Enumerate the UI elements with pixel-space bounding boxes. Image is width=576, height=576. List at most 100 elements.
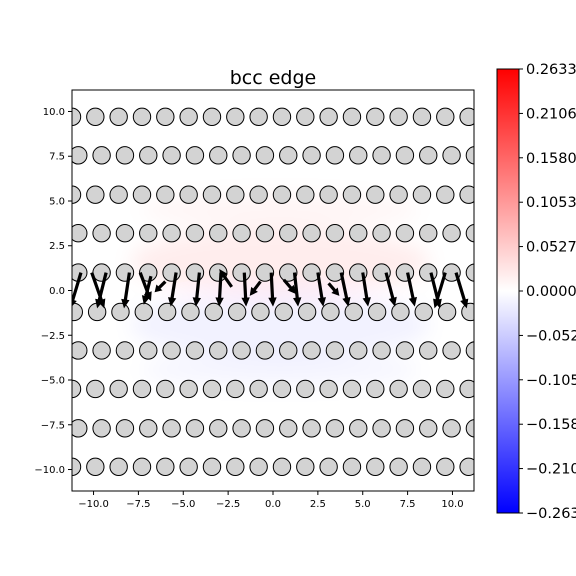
atom-marker: [255, 146, 275, 165]
atom-marker: [325, 419, 345, 438]
atom-marker: [296, 185, 315, 204]
atom-marker: [465, 263, 474, 282]
colorbar-tick-label: −0.2633: [526, 506, 576, 522]
atom-marker: [296, 107, 315, 127]
atom-marker: [412, 107, 432, 127]
atom-marker: [319, 107, 338, 127]
displacement-arrow: [241, 272, 250, 307]
atom-marker: [272, 107, 292, 127]
chart-title: bcc edge: [230, 67, 317, 89]
atom-marker: [139, 419, 158, 438]
displacement-arrow: [72, 272, 83, 307]
atom-marker: [366, 107, 385, 127]
atom-marker: [86, 379, 105, 399]
colorbar-tick-label: 0.2633: [526, 62, 576, 78]
atom-marker: [366, 379, 385, 399]
atom-marker: [157, 302, 177, 322]
atom-marker: [319, 185, 338, 204]
atom-marker: [372, 341, 391, 360]
atom-marker: [414, 302, 433, 322]
atom-marker: [232, 263, 251, 282]
displacement-arrow: [90, 272, 106, 309]
atom-marker: [111, 302, 130, 322]
atom-marker: [86, 185, 105, 204]
atom-marker: [395, 146, 415, 165]
y-tick-label: 5.0: [49, 196, 65, 207]
atom-marker: [232, 146, 251, 165]
y-tick-label: 2.5: [49, 241, 65, 252]
atom-marker: [342, 185, 362, 204]
displacement-arrow: [95, 272, 108, 309]
atom-marker: [389, 379, 408, 399]
atom-marker: [156, 185, 175, 204]
atom-marker: [372, 224, 391, 243]
atom-marker: [344, 302, 363, 322]
atom-marker: [325, 341, 345, 360]
atom-marker: [202, 185, 222, 204]
atom-marker: [179, 379, 198, 399]
colorbar-tick-label: 0.0000: [526, 284, 576, 300]
atom-marker: [395, 224, 415, 243]
atom-marker: [162, 341, 181, 360]
atom-marker: [325, 146, 345, 165]
atom-marker: [349, 146, 368, 165]
colorbar-tick-label: 0.1580: [526, 151, 576, 167]
atom-marker: [202, 107, 222, 127]
atom-marker: [366, 185, 385, 204]
displacement-arrow: [168, 272, 178, 307]
y-tick-label: 7.5: [49, 152, 65, 163]
atom-marker: [156, 457, 175, 477]
displacement-arrow: [292, 272, 302, 307]
colorbar-tick-label: 0.1053: [526, 195, 576, 211]
displacement-arrow: [433, 272, 447, 309]
atom-marker: [389, 107, 408, 127]
y-tick-label: −5.0: [41, 376, 65, 387]
atom-marker: [296, 379, 315, 399]
atom-marker: [72, 379, 82, 399]
atom-marker: [342, 379, 362, 399]
atom-marker: [115, 146, 135, 165]
atom-marker: [389, 457, 408, 477]
atom-marker: [162, 419, 181, 438]
atom-marker: [209, 419, 228, 438]
y-tick-label: −2.5: [41, 331, 65, 342]
y-tick-label: 10.0: [43, 107, 65, 118]
atom-marker: [325, 263, 345, 282]
atom-marker: [115, 224, 135, 243]
displacement-arrow: [219, 269, 233, 288]
atom-marker: [296, 457, 315, 477]
atom-marker: [115, 341, 135, 360]
atom-marker: [209, 341, 228, 360]
y-tick-label: −10.0: [34, 465, 65, 476]
atom-marker: [202, 379, 222, 399]
atom-marker: [109, 379, 128, 399]
atom-marker: [249, 185, 268, 204]
atom-marker: [185, 419, 205, 438]
displacement-arrow: [406, 272, 417, 307]
atom-marker: [92, 341, 111, 360]
displacement-arrow-layer: [72, 269, 469, 309]
displacement-arrow: [192, 272, 201, 307]
atom-marker: [412, 457, 432, 477]
displacement-arrow: [361, 272, 371, 307]
displacement-arrow: [121, 272, 131, 309]
atom-marker: [115, 263, 135, 282]
displacement-arrow: [454, 272, 469, 309]
atom-marker: [412, 185, 432, 204]
atom-marker: [86, 107, 105, 127]
x-tick-label: −2.5: [216, 499, 240, 510]
atom-marker: [249, 107, 268, 127]
atom-marker: [132, 379, 152, 399]
atom-marker: [302, 263, 321, 282]
displacement-arrow: [138, 272, 152, 302]
atom-marker: [372, 146, 391, 165]
colorbar: [496, 68, 520, 514]
colorbar-tick-label: −0.0527: [526, 328, 576, 344]
atom-marker: [72, 457, 82, 477]
atom-marker: [436, 379, 455, 399]
atom-marker: [349, 341, 368, 360]
atom-marker: [302, 224, 321, 243]
atom-marker: [302, 341, 321, 360]
atom-marker: [72, 302, 83, 322]
atom-marker: [395, 419, 415, 438]
